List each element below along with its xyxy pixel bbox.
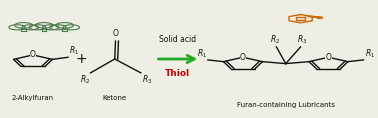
Text: $R_3$: $R_3$	[141, 74, 152, 86]
Text: $R_1$: $R_1$	[365, 47, 375, 60]
Text: $R_1$: $R_1$	[197, 47, 207, 60]
Text: +: +	[76, 52, 87, 66]
Text: O: O	[240, 53, 246, 62]
Text: $R_2$: $R_2$	[80, 74, 90, 86]
Text: 2-Alkylfuran: 2-Alkylfuran	[12, 95, 54, 101]
Text: Furan-containing Lubricants: Furan-containing Lubricants	[237, 102, 335, 108]
FancyArrowPatch shape	[158, 55, 194, 63]
Text: Ketone: Ketone	[103, 95, 127, 101]
Text: $R_2$: $R_2$	[270, 33, 280, 46]
Text: Thiol: Thiol	[165, 69, 191, 78]
Text: Solid acid: Solid acid	[160, 35, 197, 44]
Text: O: O	[113, 29, 119, 38]
Text: O: O	[30, 51, 36, 59]
Text: $R_3$: $R_3$	[296, 33, 307, 46]
Text: $R_1$: $R_1$	[69, 44, 79, 57]
Text: O: O	[325, 53, 332, 62]
